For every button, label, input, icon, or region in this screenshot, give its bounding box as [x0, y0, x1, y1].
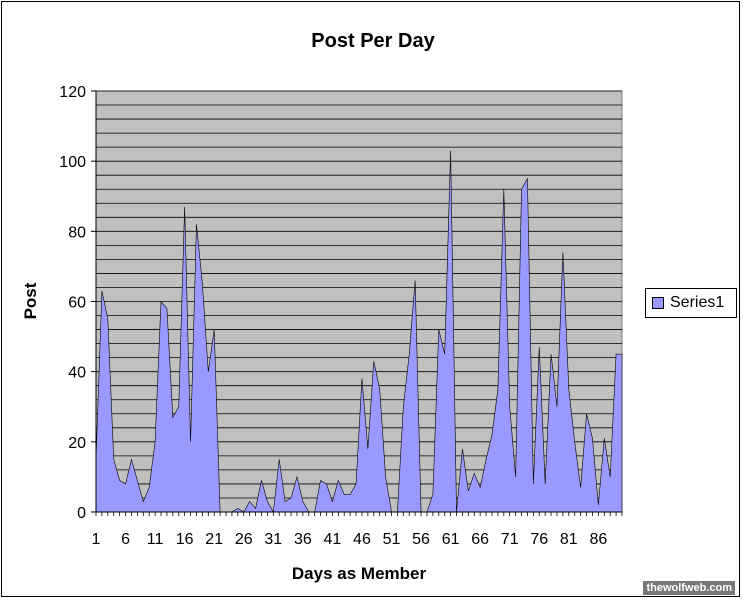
x-tick-label: 86	[589, 531, 607, 548]
x-tick-label: 41	[324, 531, 342, 548]
x-tick-label: 36	[294, 531, 312, 548]
series-area	[95, 150, 623, 513]
y-tick-label: 120	[59, 84, 86, 101]
x-tick-label: 46	[353, 531, 371, 548]
watermark: thewolfweb.com	[643, 581, 735, 595]
x-axis-title: Days as Member	[292, 564, 427, 583]
x-tick-label: 31	[264, 531, 282, 548]
legend: Series1	[645, 288, 737, 318]
y-tick-label: 60	[68, 295, 86, 312]
legend-swatch	[652, 297, 664, 309]
x-tick-label: 21	[205, 531, 223, 548]
x-tick-label: 1	[92, 531, 101, 548]
x-tick-label: 66	[471, 531, 489, 548]
y-tick-label: 40	[68, 365, 86, 382]
x-tick-label: 76	[530, 531, 548, 548]
x-tick-label: 26	[235, 531, 253, 548]
x-tick-label: 11	[147, 531, 164, 548]
y-tick-label: 80	[68, 224, 86, 241]
x-tick-label: 51	[383, 531, 401, 548]
x-tick-label: 61	[442, 531, 460, 548]
y-tick-label: 20	[68, 435, 86, 452]
x-tick-label: 81	[560, 531, 578, 548]
y-tick-label: 100	[59, 154, 86, 171]
x-tick-label: 71	[501, 531, 519, 548]
x-tick-label: 56	[412, 531, 430, 548]
x-tick-label: 6	[121, 531, 130, 548]
x-tick-label: 16	[176, 531, 194, 548]
chart-title: Post Per Day	[311, 30, 435, 52]
y-axis-title: Post	[21, 282, 40, 319]
legend-label: Series1	[670, 294, 725, 311]
y-tick-label: 0	[77, 505, 86, 522]
